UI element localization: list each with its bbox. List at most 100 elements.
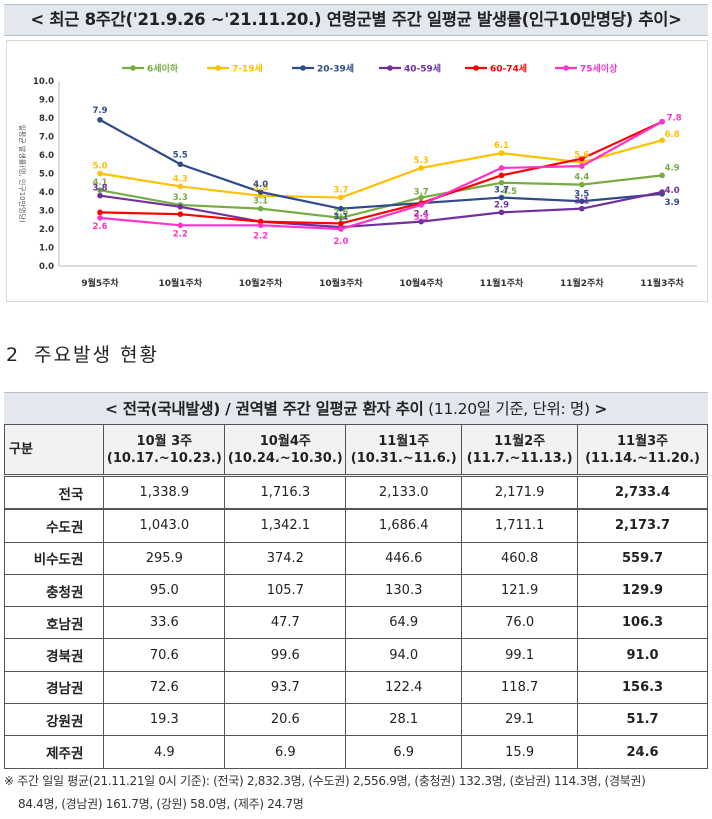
y-tick-label: 5.0 xyxy=(39,170,54,180)
data-label: 4.3 xyxy=(173,174,188,184)
data-point xyxy=(338,205,344,212)
data-label: 3.3 xyxy=(414,213,429,223)
row-region: 강원권 xyxy=(3,703,105,737)
legend-marker xyxy=(300,65,306,71)
legend-label: 40-59세 xyxy=(404,63,441,75)
data-point xyxy=(338,194,344,201)
cell-value: 64.9 xyxy=(345,606,463,640)
chart-title: < 최근 8주간('21.9.26 ~'21.11.20.) 연령군별 주간 일… xyxy=(4,4,708,36)
data-point xyxy=(579,198,585,205)
header-gubun: 구분 xyxy=(3,424,105,477)
data-point xyxy=(257,222,264,229)
cell-value: 6.9 xyxy=(345,735,463,769)
data-label: 2.9 xyxy=(494,200,509,210)
x-tick-label: 10월4주차 xyxy=(399,277,443,289)
header-col: 11월3주 (11.14.~11.20.) xyxy=(577,424,708,477)
row-region: 호남권 xyxy=(3,606,105,640)
chart-canvas: 0.0 1.0 2.0 3.0 4.0 5.0 6.0 7.0 8.0 9.0 10.0 일평균 발생… xyxy=(18,63,697,289)
region-table: 구분 10월 3주 (10.17.~10.23.) 10월4주 (10.24.~10… xyxy=(3,424,708,769)
data-point xyxy=(177,204,184,210)
cell-value: 95.0 xyxy=(103,573,226,608)
table-title-main: < 전국(국내발생) / 권역별 주간 일평균 환자 추이 xyxy=(104,400,424,418)
series-line xyxy=(99,120,663,231)
cell-value: 1,342.1 xyxy=(224,508,347,543)
footnote-line-1: ※ 주간 일일 평균(21.11.21일 0시 기준): (전국) 2,832.… xyxy=(4,774,646,788)
data-point xyxy=(418,218,425,225)
cell-value: 70.6 xyxy=(103,638,226,672)
data-label: 5.6 xyxy=(574,150,589,160)
data-point xyxy=(97,117,103,123)
row-region: 전국 xyxy=(3,475,105,511)
cell-value: 47.7 xyxy=(224,606,347,640)
cell-value: 1,686.4 xyxy=(345,508,463,543)
legend-label: 60-74세 xyxy=(490,63,527,75)
cell-value: 129.9 xyxy=(577,573,708,608)
y-tick-label: 1.0 xyxy=(39,244,54,254)
table-title: < 전국(국내발생) / 권역별 주간 일평균 환자 추이 (11.20일 기준… xyxy=(4,392,708,425)
data-point xyxy=(177,211,184,217)
data-label: 2.2 xyxy=(173,229,188,239)
data-label: 2.4 xyxy=(414,210,429,220)
x-tick-label: 9월5주차 xyxy=(81,277,119,289)
table-title-end: > xyxy=(594,400,608,418)
section-number: 2 xyxy=(6,344,21,366)
row-region: 충청권 xyxy=(3,573,105,608)
legend-marker xyxy=(130,65,136,71)
cell-value: 91.0 xyxy=(577,638,708,672)
data-point xyxy=(257,189,264,195)
header-col: 10월 3주 (10.17.~10.23.) xyxy=(103,424,226,477)
data-label: 7.9 xyxy=(92,106,107,116)
legend-label: 75세이상 xyxy=(580,63,618,75)
data-label: 4.4 xyxy=(574,173,589,183)
data-point xyxy=(97,215,103,221)
data-point xyxy=(177,161,184,168)
data-label: 3.8 xyxy=(253,184,268,194)
legend-marker xyxy=(215,65,221,71)
table-row: 충청권 95.0 105.7 130.3 121.9 129.9 xyxy=(3,573,708,608)
cell-value: 2,733.4 xyxy=(577,475,708,511)
data-label: 4.0 xyxy=(665,186,680,196)
data-label: 4.1 xyxy=(92,178,107,188)
data-point xyxy=(338,220,344,227)
series-line xyxy=(99,190,663,229)
footnote-line-2: 84.4명, (경남권) 161.7명, (강원) 58.0명, (제주) 24… xyxy=(18,797,304,811)
section-heading: 2 주요발생 현황 xyxy=(6,340,159,367)
y-tick-label: 3.0 xyxy=(39,207,54,217)
cell-value: 4.9 xyxy=(103,735,226,769)
x-tick-label: 11월2주차 xyxy=(560,277,604,289)
data-point xyxy=(338,215,344,221)
data-point xyxy=(498,165,505,171)
data-point xyxy=(257,205,264,212)
data-point xyxy=(498,209,505,216)
cell-value: 33.6 xyxy=(103,606,226,640)
y-tick-label: 2.0 xyxy=(39,225,54,235)
data-label: 3.7 xyxy=(494,186,509,196)
data-point xyxy=(97,209,103,216)
data-label: 5.3 xyxy=(414,156,429,166)
y-tick-label: 8.0 xyxy=(39,114,54,124)
data-point xyxy=(97,187,103,193)
table-row: 제주권 4.9 6.9 6.9 15.9 24.6 xyxy=(3,735,708,769)
data-point xyxy=(659,118,665,125)
cell-value: 24.6 xyxy=(577,735,708,769)
legend-label: 6세이하 xyxy=(147,63,179,75)
data-label: 3.1 xyxy=(333,213,348,223)
row-region: 경남권 xyxy=(3,670,105,705)
data-label: 3.3 xyxy=(173,193,188,203)
data-label: 6.8 xyxy=(665,130,680,140)
cell-value: 2,173.7 xyxy=(577,508,708,543)
data-label: 2.2 xyxy=(253,231,268,241)
data-label: 2.6 xyxy=(92,222,107,232)
cell-value: 118.7 xyxy=(461,670,579,705)
cell-value: 28.1 xyxy=(345,703,463,737)
data-point xyxy=(177,183,184,190)
data-label: 3.8 xyxy=(92,184,107,194)
series-line xyxy=(99,174,663,220)
table-row: 비수도권 295.9 374.2 446.6 460.8 559.7 xyxy=(3,541,708,575)
cell-value: 460.8 xyxy=(461,541,579,575)
cell-value: 559.7 xyxy=(577,541,708,575)
data-point xyxy=(338,226,344,232)
y-tick-label: 0.0 xyxy=(39,262,54,272)
data-point xyxy=(498,172,505,179)
cell-value: 2,171.9 xyxy=(461,475,579,511)
